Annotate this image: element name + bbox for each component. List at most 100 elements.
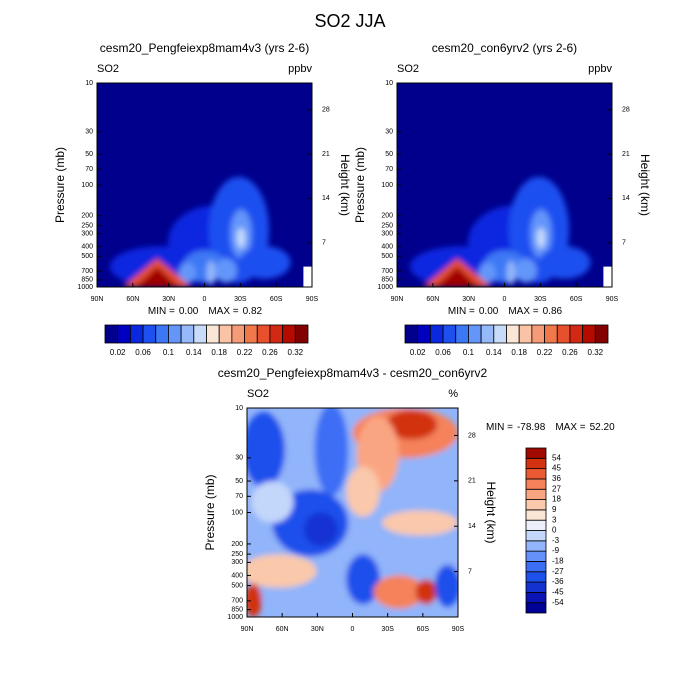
max-label: MAX = [208, 306, 238, 317]
colorbar-box [525, 447, 547, 459]
colorbar-box [525, 488, 547, 500]
x-tick-label: 30S [534, 296, 547, 303]
y-tick-label: 50 [385, 151, 393, 158]
y-tick-label: 300 [381, 231, 393, 238]
field-patch [415, 579, 437, 605]
field-patch [303, 512, 338, 546]
y-tick-label: 700 [231, 598, 243, 605]
colorbar-box [525, 530, 547, 542]
y-tick-label: 100 [231, 509, 243, 516]
y2-tick-label: 14 [622, 195, 630, 202]
colorbar-label: 9 [552, 505, 557, 514]
y2-tick-label: 7 [322, 240, 326, 247]
field-patch [251, 481, 294, 523]
contour-field [247, 408, 458, 617]
field-patch [206, 260, 216, 285]
field-patch [135, 266, 179, 287]
field-patch [346, 466, 380, 517]
field-patch [478, 262, 496, 283]
field-patch [435, 266, 479, 287]
field-layer [409, 176, 591, 287]
colorbar-box [525, 478, 547, 490]
colorbar-box [594, 324, 609, 344]
colorbar-box [480, 324, 495, 344]
colorbar-label: 0.06 [435, 348, 451, 357]
colorbar-label: 0 [552, 526, 557, 535]
colorbar-label: -9 [552, 546, 560, 555]
colorbar-box [525, 591, 547, 604]
colorbar-label: 0.1 [463, 348, 475, 357]
min-label: MIN = [148, 306, 175, 317]
colorbar-box [294, 324, 309, 344]
y2-tick-label: 7 [468, 568, 472, 575]
colorbar-box [544, 324, 558, 344]
y-tick-label: 30 [385, 129, 393, 136]
colorbar-label: 18 [552, 495, 561, 504]
min-label: MIN = [448, 306, 475, 317]
colorbar-box [244, 324, 258, 344]
colorbar-box [117, 324, 131, 344]
max: 0.86 [543, 306, 563, 317]
y-tick-label: 850 [381, 277, 393, 284]
y-tick-label: 200 [231, 541, 243, 548]
max: 0.82 [243, 306, 263, 317]
y-tick-label: 10 [385, 80, 393, 87]
x-tick-label: 30S [234, 296, 247, 303]
colorbar-box [525, 602, 547, 614]
field-patch [247, 583, 262, 617]
y-axis-title: Pressure (mb) [53, 147, 67, 223]
colorbar-box [525, 540, 547, 552]
min-max: MIN = -78.98 MAX = 52.20 [486, 422, 615, 433]
colorbar-label: -27 [552, 567, 564, 576]
y-tick-label: 70 [85, 166, 93, 173]
y-tick-label: 70 [235, 493, 243, 500]
colorbar-label: 0.14 [486, 348, 502, 357]
y2-tick-label: 21 [622, 151, 630, 158]
y-tick-label: 300 [81, 231, 93, 238]
field-patch [515, 258, 537, 283]
field-patch [314, 408, 349, 496]
colorbar-label: 0.18 [211, 348, 227, 357]
colorbar-label: 0.22 [237, 348, 253, 357]
y2-axis-title: Height (km) [338, 154, 352, 216]
colorbar-label: 0.02 [110, 348, 126, 357]
y2-tick-label: 21 [322, 151, 330, 158]
x-tick-label: 60S [417, 626, 430, 633]
x-tick-label: 60N [126, 296, 139, 303]
y-tick-label: 100 [381, 182, 393, 189]
colorbar-label: 3 [552, 515, 557, 524]
colorbar-box [525, 499, 547, 511]
max: 52.20 [590, 422, 615, 433]
x-tick-label: 30N [462, 296, 475, 303]
x-tick-label: 30S [381, 626, 394, 633]
colorbar-label: -45 [552, 587, 564, 596]
colorbar-box [582, 324, 596, 344]
min: 0.00 [479, 306, 499, 317]
y-tick-label: 500 [81, 253, 93, 260]
y-tick-label: 50 [85, 151, 93, 158]
left-label: SO2 [397, 63, 419, 75]
colorbar-box [142, 324, 157, 344]
y-tick-label: 850 [231, 606, 243, 613]
colorbar-label: -54 [552, 598, 564, 607]
field-patch [303, 266, 312, 287]
y-tick-label: 500 [381, 253, 393, 260]
colorbar-box [493, 324, 507, 344]
colorbar-label: 0.14 [186, 348, 202, 357]
colorbar-box [104, 324, 119, 344]
y2-axis-title: Height (km) [638, 154, 652, 216]
y-tick-label: 30 [85, 129, 93, 136]
field-patch [506, 260, 516, 285]
max-label: MAX = [508, 306, 538, 317]
y-tick-label: 250 [81, 222, 93, 229]
x-tick-label: 90N [241, 626, 254, 633]
field-patch [247, 412, 285, 488]
colorbar-label: 45 [552, 464, 561, 473]
min: -78.98 [517, 422, 546, 433]
field-patch [247, 554, 317, 588]
y-tick-label: 10 [235, 405, 243, 412]
y-axis-title: Pressure (mb) [353, 147, 367, 223]
colorbar-label: 0.32 [588, 348, 604, 357]
colorbar-box [206, 324, 220, 344]
y-tick-label: 500 [231, 582, 243, 589]
